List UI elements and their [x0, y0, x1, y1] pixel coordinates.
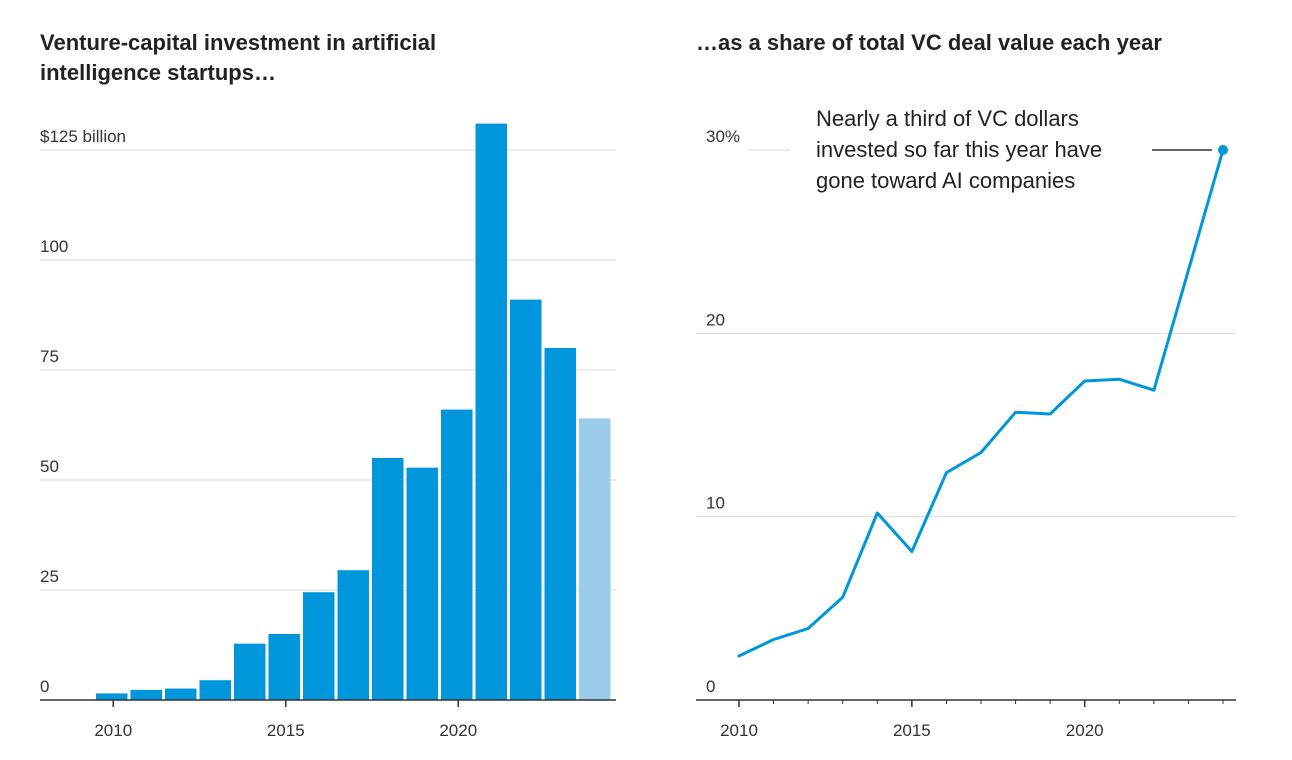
- bar-2018: [372, 458, 404, 700]
- line-y-tick-label: 20: [706, 310, 725, 329]
- bar-chart: Venture-capital investment in artificial…: [40, 30, 616, 740]
- share-series-line: [737, 148, 1225, 658]
- bar-2011: [130, 689, 162, 700]
- bar-x-tick-label: 2015: [267, 721, 305, 740]
- bar-y-tick-label: 100: [40, 237, 68, 256]
- bar-2012: [165, 688, 197, 700]
- bar-x-tick-label: 2020: [439, 721, 477, 740]
- bar-2021: [475, 123, 507, 701]
- line-y-tick-label: 30%: [706, 127, 740, 146]
- line-chart-points: [1218, 145, 1228, 155]
- bar-2016: [303, 592, 335, 700]
- line-y-tick-label: 0: [706, 677, 715, 696]
- line-y-tick-label: 10: [706, 494, 725, 513]
- bar-2015: [268, 634, 300, 700]
- bar-2014: [234, 643, 266, 700]
- annotation-line-3: gone toward AI companies: [816, 168, 1075, 193]
- bar-2020: [441, 409, 473, 700]
- bar-x-tick-label: 2010: [94, 721, 132, 740]
- bar-chart-title-line-2: intelligence startups…: [40, 60, 276, 85]
- line-x-tick-label: 2020: [1066, 721, 1104, 740]
- bar-y-tick-label: 75: [40, 347, 59, 366]
- bar-2017: [337, 570, 369, 700]
- bar-2023: [544, 348, 576, 700]
- annotation-line-1: Nearly a third of VC dollars: [816, 106, 1079, 131]
- bar-chart-x-ticks: 2010 2015 2020: [94, 700, 477, 740]
- point-2024: [1218, 145, 1228, 155]
- bar-y-tick-label: $125 billion: [40, 127, 126, 146]
- bar-2024: [579, 418, 611, 700]
- bar-chart-y-tick-labels: 0 25 50 75 100 $125 billion: [40, 127, 126, 696]
- line-chart-y-tick-labels: 0 10 20 30%: [706, 127, 740, 696]
- line-chart-title: …as a share of total VC deal value each …: [696, 30, 1162, 55]
- line-chart-gridlines: [696, 149, 1236, 518]
- bar-2010: [96, 693, 128, 700]
- annotation-line-2: invested so far this year have: [816, 137, 1102, 162]
- line-x-tick-label: 2015: [893, 721, 931, 740]
- bar-2022: [510, 299, 542, 700]
- line-x-tick-label: 2010: [720, 721, 758, 740]
- bar-y-tick-label: 0: [40, 677, 49, 696]
- bar-chart-bars: [96, 123, 611, 701]
- bar-y-tick-label: 25: [40, 567, 59, 586]
- bar-2019: [406, 467, 438, 700]
- bar-2013: [199, 680, 231, 700]
- line-chart: …as a share of total VC deal value each …: [696, 30, 1236, 740]
- line-chart-x-ticks: 2010 2015 2020: [720, 700, 1224, 740]
- bar-y-tick-label: 50: [40, 457, 59, 476]
- bar-chart-title-line-1: Venture-capital investment in artificial: [40, 30, 436, 55]
